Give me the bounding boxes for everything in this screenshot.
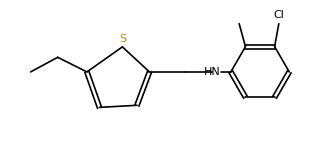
Text: S: S — [119, 34, 126, 44]
Text: HN: HN — [204, 67, 220, 77]
Text: Cl: Cl — [273, 10, 284, 20]
